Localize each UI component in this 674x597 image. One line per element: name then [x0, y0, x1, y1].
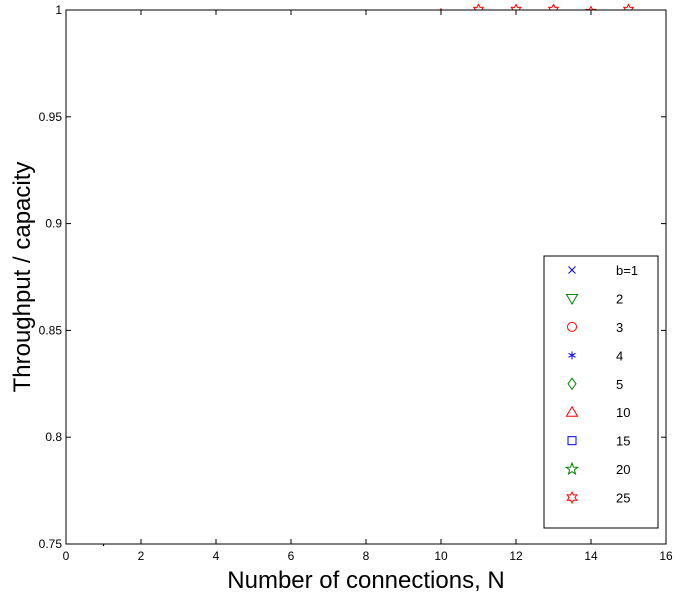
x-tick-label: 6 — [288, 549, 295, 563]
legend-marker — [568, 266, 576, 274]
x-tick-label: 16 — [659, 549, 673, 563]
y-tick-label: 1 — [55, 3, 62, 17]
legend-entry: 2 — [565, 291, 623, 306]
legend-box — [543, 255, 659, 529]
legend: b=1 2 3 4 5 10 15 20 25 — [543, 255, 659, 529]
x-tick-label: 4 — [213, 549, 220, 563]
legend-entry: 4 — [568, 348, 623, 363]
legend-label: 4 — [616, 348, 623, 363]
x-axis-label: Number of connections, N — [227, 567, 504, 594]
y-tick-label: 0.8 — [45, 430, 62, 444]
legend-marker — [567, 377, 577, 391]
x-tick-label: 10 — [434, 549, 448, 563]
legend-entry: 3 — [567, 320, 623, 335]
legend-label: 25 — [616, 491, 630, 506]
y-axis-label: Throughput / capacity — [9, 162, 36, 393]
y-tick-label: 0.95 — [39, 110, 63, 124]
legend-marker — [567, 436, 577, 446]
x-tick-label: 2 — [138, 549, 145, 563]
legend-entry: 10 — [565, 405, 630, 420]
legend-label: 5 — [616, 377, 623, 392]
legend-marker — [566, 490, 578, 505]
legend-label: b=1 — [616, 263, 638, 278]
legend-label: 10 — [616, 405, 630, 420]
legend-marker — [564, 461, 580, 476]
legend-entry: 25 — [566, 490, 630, 506]
y-tick-label: 0.9 — [45, 217, 62, 231]
x-tick-label: 8 — [363, 549, 370, 563]
x-tick-label: 12 — [509, 549, 523, 563]
x-tick-label: 0 — [63, 549, 70, 563]
y-tick-label: 0.85 — [39, 323, 63, 337]
legend-marker — [568, 351, 576, 360]
legend-entry: 20 — [564, 461, 630, 477]
x-tick-label: 14 — [584, 549, 598, 563]
legend-label: 3 — [616, 320, 623, 335]
legend-marker — [567, 321, 577, 332]
legend-entry: 15 — [567, 434, 630, 449]
legend-marker — [565, 293, 579, 305]
legend-label: 15 — [616, 434, 630, 449]
y-tick-label: 0.75 — [39, 537, 63, 551]
legend-entry: b=1 — [568, 263, 638, 278]
legend-entry: 5 — [567, 377, 623, 392]
legend-marker — [565, 405, 579, 417]
legend-label: 2 — [616, 291, 623, 306]
legend-label: 20 — [616, 462, 630, 477]
